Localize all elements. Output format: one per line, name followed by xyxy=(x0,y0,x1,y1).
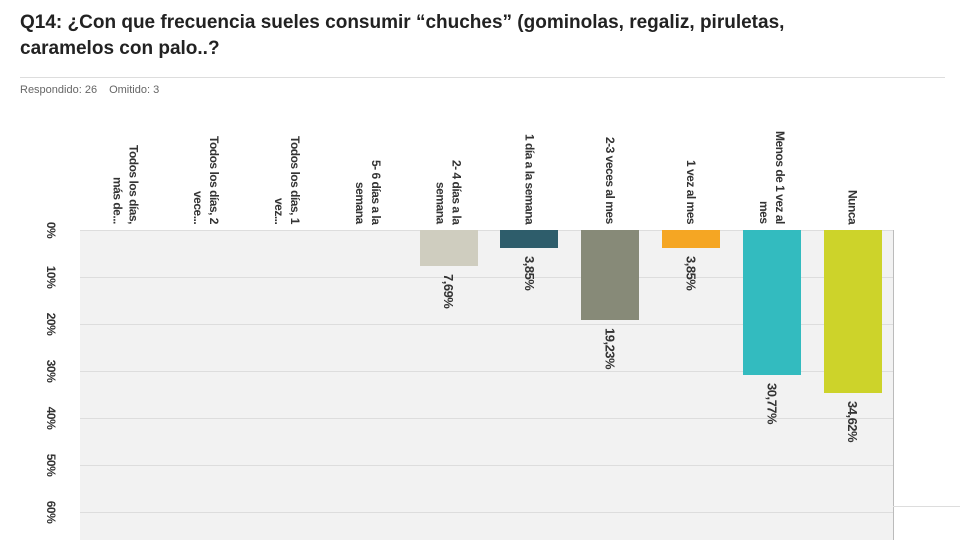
value-label: 34,62% xyxy=(845,400,861,442)
category-label: 2-3 veces al mes xyxy=(603,137,618,224)
category-label: Todos los días, más de... xyxy=(110,145,141,224)
bar xyxy=(419,230,478,267)
skipped: Omitido: 3 xyxy=(109,84,160,96)
category-label: 1 día a la semana xyxy=(522,133,537,224)
grid-line xyxy=(80,512,893,513)
category-label: Nunca xyxy=(845,189,860,224)
category-label: Todos los días, 1 vez... xyxy=(272,136,302,224)
value-label: 19,23% xyxy=(602,328,618,370)
category-label: Todos los días, 2 vece... xyxy=(191,136,222,224)
value-label: 7,69% xyxy=(441,274,457,309)
y-tick-label: 10% xyxy=(44,265,58,289)
grid-line xyxy=(80,465,893,466)
question-title: Q14: ¿Con que frecuencia sueles consumir… xyxy=(20,12,785,59)
value-label: 3,85% xyxy=(683,256,699,291)
bar xyxy=(742,230,801,375)
answered: Respondido: 26 xyxy=(20,84,98,96)
y-tick-label: 0% xyxy=(44,221,58,239)
y-tick-label: 40% xyxy=(44,406,58,430)
category-label: 2- 4 días a la semana xyxy=(433,159,464,224)
bar xyxy=(500,230,559,249)
category-label: 1 vez al mes xyxy=(684,159,698,224)
grid-line xyxy=(80,277,893,278)
response-meta: Respondido: 26 Omitido: 3 xyxy=(20,84,171,96)
grid-line xyxy=(80,230,893,231)
y-tick-label: 50% xyxy=(44,453,58,477)
category-label: 5- 6 días a la semana xyxy=(352,159,383,224)
y-tick-label: 20% xyxy=(44,312,58,336)
bar xyxy=(662,230,720,249)
bar xyxy=(581,230,640,321)
grid-line xyxy=(80,371,893,372)
value-label: 30,77% xyxy=(764,382,780,424)
y-tick-label: 60% xyxy=(44,500,58,524)
bar xyxy=(823,230,882,393)
grid-line xyxy=(80,418,893,419)
y-tick-label: 30% xyxy=(44,359,58,383)
separator xyxy=(893,506,960,507)
grid-line xyxy=(80,324,893,325)
value-label: 3,85% xyxy=(521,256,537,291)
category-label: Menos de 1 vez al mes xyxy=(756,131,787,224)
separator xyxy=(20,77,945,78)
